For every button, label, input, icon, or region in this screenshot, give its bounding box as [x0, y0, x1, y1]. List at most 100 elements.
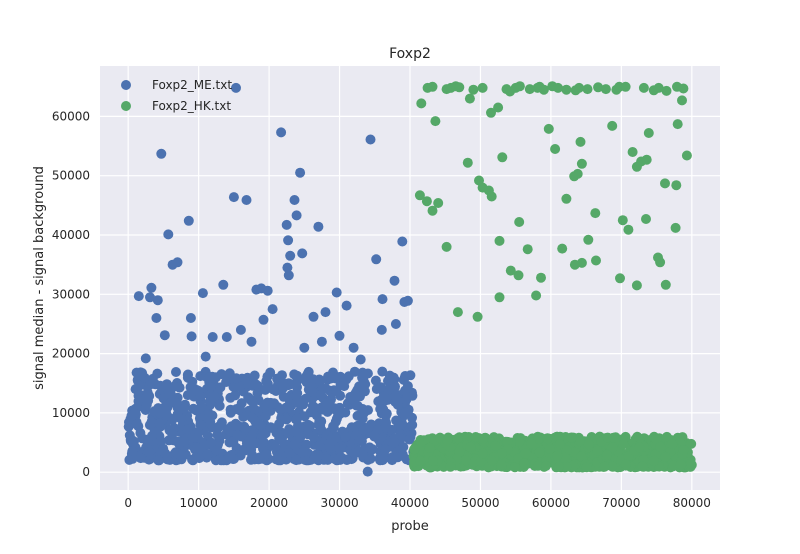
x-tick-label: 70000 [602, 496, 640, 510]
data-point [144, 447, 155, 458]
data-point [156, 148, 167, 159]
data-point [356, 435, 367, 445]
data-point [320, 307, 331, 318]
data-point [283, 402, 294, 413]
data-point [623, 224, 634, 235]
data-point [397, 450, 408, 461]
data-point [202, 413, 213, 424]
data-point [211, 445, 222, 456]
data-point [171, 367, 181, 377]
data-point [209, 391, 220, 402]
data-point [660, 451, 671, 462]
data-point [472, 311, 483, 322]
y-tick-label: 50000 [52, 169, 90, 183]
data-point [514, 81, 525, 92]
data-point [155, 436, 166, 447]
data-point [307, 386, 318, 397]
data-point [314, 440, 325, 451]
data-point [225, 392, 236, 403]
data-point [377, 294, 388, 305]
data-point [462, 157, 473, 168]
data-point [428, 455, 439, 466]
data-point [277, 370, 287, 381]
data-point [232, 430, 243, 441]
data-point [651, 434, 662, 445]
data-point [284, 448, 295, 459]
data-point [185, 313, 196, 323]
x-tick-label: 0 [124, 496, 132, 510]
data-point [221, 332, 232, 342]
data-point [607, 461, 618, 472]
data-point [566, 432, 577, 443]
data-point [475, 456, 486, 467]
data-point [478, 434, 488, 444]
data-point [341, 455, 352, 465]
data-point [561, 193, 572, 204]
data-point [308, 374, 319, 385]
data-point [221, 377, 232, 387]
data-point [675, 459, 686, 470]
data-point [541, 460, 551, 471]
data-point [494, 235, 505, 246]
y-tick-label: 10000 [52, 406, 90, 420]
data-point [617, 215, 628, 226]
data-point [197, 288, 208, 299]
data-point [144, 420, 155, 430]
data-point [532, 460, 543, 471]
data-point [560, 452, 570, 463]
data-point [300, 393, 311, 404]
data-point [561, 461, 572, 472]
data-point [631, 280, 642, 291]
data-point [490, 440, 501, 451]
data-point [553, 82, 563, 93]
data-point [454, 446, 465, 457]
data-point [376, 324, 387, 335]
data-point [359, 370, 370, 381]
data-point [281, 414, 292, 425]
data-point [634, 442, 645, 453]
data-point [276, 127, 287, 138]
data-point [246, 432, 257, 443]
series-hk [408, 81, 697, 473]
data-point [552, 450, 563, 461]
data-point [145, 292, 155, 303]
data-point [388, 372, 399, 383]
data-point [291, 414, 302, 424]
chart-title: Foxp2 [389, 46, 431, 62]
data-point [526, 438, 537, 449]
data-point [332, 454, 343, 465]
data-point [462, 433, 473, 444]
data-point [334, 330, 345, 341]
data-point [409, 444, 420, 455]
x-tick-label: 20000 [250, 496, 288, 510]
data-point [161, 408, 172, 419]
data-point [575, 436, 586, 447]
legend-label-hk: Foxp2_HK.txt [152, 99, 231, 113]
data-point [627, 147, 638, 157]
data-point [681, 150, 692, 161]
data-point [685, 458, 696, 469]
data-point [655, 441, 666, 452]
data-point [404, 434, 415, 445]
data-point [677, 95, 687, 106]
data-point [497, 152, 508, 163]
data-point [285, 250, 296, 261]
data-point [309, 453, 320, 464]
data-point [261, 449, 272, 460]
data-point [383, 384, 394, 395]
data-point [195, 419, 206, 430]
data-point [161, 382, 172, 393]
data-point [576, 451, 587, 462]
data-point [146, 282, 157, 293]
data-point [281, 219, 292, 230]
data-point [350, 389, 361, 400]
data-point [389, 437, 400, 448]
data-point [348, 342, 359, 353]
data-point [262, 397, 273, 408]
data-point [297, 248, 308, 259]
data-point [583, 234, 594, 245]
data-point [270, 441, 281, 452]
data-point [299, 342, 310, 353]
